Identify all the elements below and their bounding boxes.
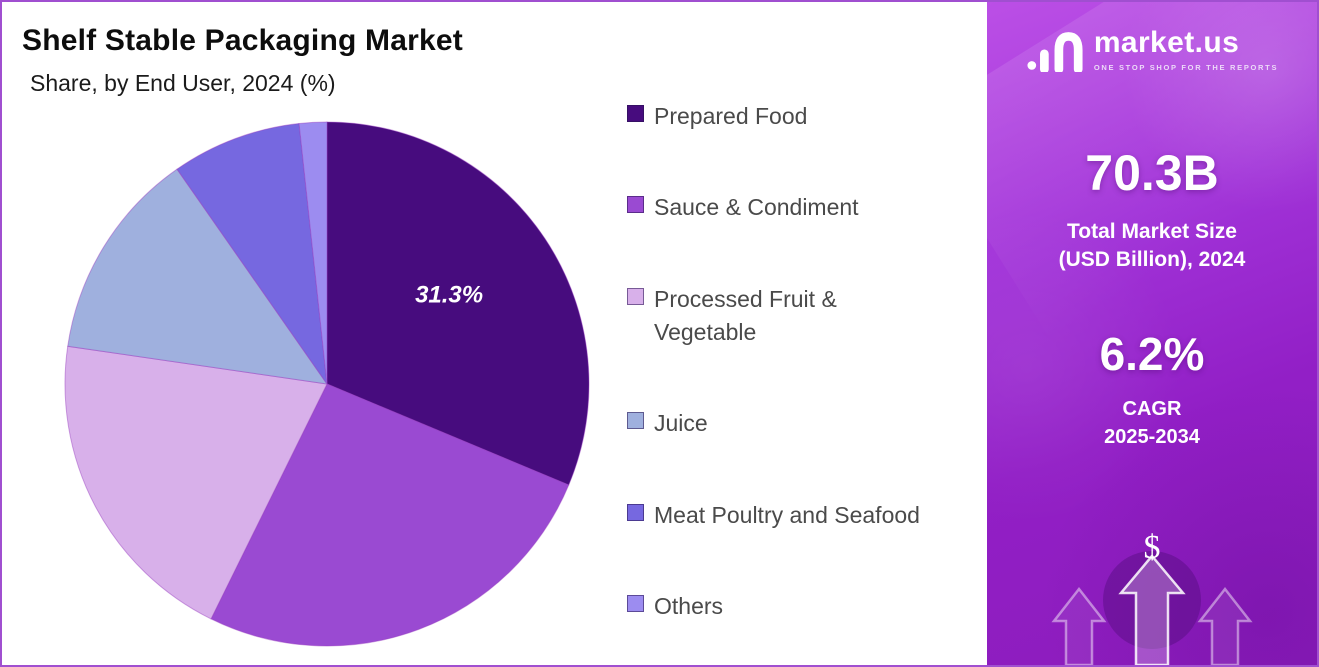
- pie-slice-1: [326, 121, 590, 486]
- pie-slice-label: 31.3%: [415, 282, 483, 309]
- dollar-icon: $: [1143, 529, 1161, 566]
- pie-slice-6: [298, 121, 328, 385]
- pie-slice-2: [210, 383, 570, 647]
- market-size-label: Total Market Size (USD Billion), 2024: [987, 218, 1317, 275]
- legend-item-juice: Juice: [627, 407, 977, 440]
- legend-label: Prepared Food: [654, 103, 808, 129]
- legend-label: Juice: [654, 410, 708, 437]
- cagr-label-line1: CAGR: [1122, 397, 1182, 420]
- legend-item-processed-fruit-vegetable: Processed Fruit & Vegetable: [627, 283, 977, 350]
- legend-item-sauce-condiment: Sauce & Condiment: [627, 191, 977, 224]
- brand-text-block: market.us ONE STOP SHOP FOR THE REPORTS: [1094, 26, 1278, 72]
- page-title: Shelf Stable Packaging Market: [22, 24, 463, 57]
- legend-swatch: [627, 105, 644, 122]
- legend-label: Processed Fruit & Vegetable: [654, 285, 837, 346]
- market-size-label-line1: Total Market Size: [1067, 220, 1237, 243]
- legend-label: Sauce & Condiment: [654, 194, 859, 221]
- cagr-label-line2: 2025-2034: [1104, 425, 1200, 448]
- legend-swatch: [627, 595, 644, 613]
- dollar-circle: [1103, 551, 1201, 649]
- cagr-label: CAGR 2025-2034: [987, 395, 1317, 451]
- brand-panel: market.us ONE STOP SHOP FOR THE REPORTS …: [987, 2, 1317, 665]
- chart-subtitle: Share, by End User, 2024 (%): [30, 70, 336, 96]
- pie-slice-3: [64, 345, 328, 620]
- brand-name: market.us: [1093, 26, 1240, 59]
- brand-logo: market.us ONE STOP SHOP FOR THE REPORTS: [987, 26, 1317, 72]
- pie-slice-5: [176, 122, 328, 385]
- marketus-logo-icon: [1027, 32, 1083, 72]
- legend-item-prepared-food: Prepared Food: [627, 100, 977, 133]
- legend-item-meat-poultry-seafood: Meat Poultry and Seafood: [627, 499, 977, 532]
- legend-label: Others: [654, 593, 724, 620]
- brand-tagline: ONE STOP SHOP FOR THE REPORTS: [1093, 63, 1279, 72]
- legend-swatch: [627, 412, 644, 430]
- legend-swatch: [627, 196, 644, 214]
- legend-swatch: [627, 503, 644, 521]
- legend-item-others: Others: [627, 590, 977, 623]
- market-size-label-line2: (USD Billion), 2024: [1058, 248, 1246, 272]
- market-size-value: 70.3B: [1085, 145, 1219, 201]
- growth-arrows-icon: [1051, 554, 1253, 665]
- pie-chart: 31.3%: [64, 121, 590, 647]
- cagr-value: 6.2%: [1099, 327, 1205, 380]
- legend-label: Meat Poultry and Seafood: [654, 501, 920, 528]
- legend: Prepared Food Sauce & Condiment Processe…: [627, 100, 977, 623]
- chart-area: Shelf Stable Packaging Market Share, by …: [2, 2, 987, 665]
- pie-slice-4: [67, 168, 329, 385]
- legend-swatch: [627, 287, 644, 305]
